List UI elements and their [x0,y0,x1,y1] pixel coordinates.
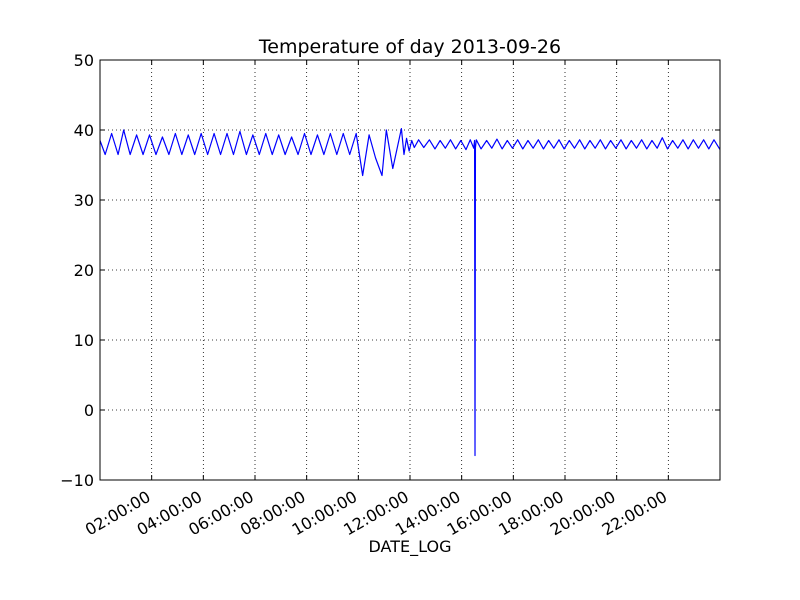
y-tick-label: 40 [74,121,94,140]
y-tick-labels: −10 0 10 20 30 40 50 [60,51,94,490]
y-tick-label: 0 [84,401,94,420]
tick-marks [100,59,720,481]
x-axis-label: DATE_LOG [369,537,452,557]
y-tick-label: −10 [60,471,94,490]
y-tick-label: 30 [74,191,94,210]
chart-title: Temperature of day 2013-09-26 [258,36,561,58]
series-line-0 [99,128,721,457]
y-tick-label: 10 [74,331,94,350]
grid-lines [100,60,720,480]
y-tick-label: 20 [74,261,94,280]
y-tick-label: 50 [74,51,94,70]
series-layer [99,128,721,457]
